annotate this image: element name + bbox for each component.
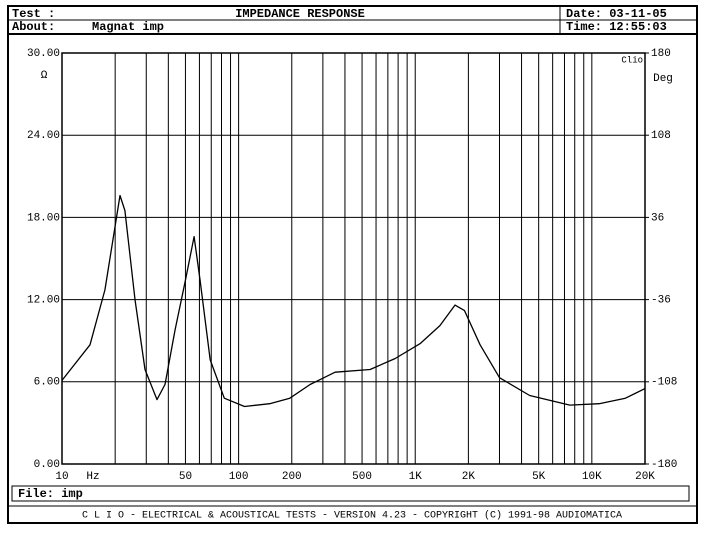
y-tick-label: 0.00: [34, 459, 60, 471]
plot-border: [61, 52, 646, 465]
x-tick-label: 100: [229, 471, 249, 483]
x-tick-label: 10K: [582, 471, 602, 483]
y2-tick-label: -180: [651, 459, 677, 471]
x-tick-label: 20K: [635, 471, 655, 483]
y2-unit: Deg: [653, 73, 673, 85]
y-tick-label: 30.00: [27, 48, 60, 60]
about-label: About:: [12, 20, 55, 34]
y-unit: Ω: [41, 70, 48, 82]
y2-tick-label: -36: [651, 295, 671, 307]
y2-tick-label: 108: [651, 130, 671, 142]
impedance-curve: [61, 194, 646, 408]
time: Time: 12:55:03: [566, 20, 667, 34]
x-tick-label: 500: [352, 471, 372, 483]
about-value: Magnat imp: [92, 20, 164, 34]
y2-tick-label: 180: [651, 48, 671, 60]
x-tick-label: 5K: [532, 471, 546, 483]
y-tick-label: 6.00: [34, 377, 60, 389]
x-tick-label: 10: [55, 471, 68, 483]
brand: Clio: [621, 55, 643, 65]
y-tick-label: 24.00: [27, 130, 60, 142]
file: File: imp: [18, 487, 83, 501]
y2-tick-label: -108: [651, 377, 677, 389]
y2-tick-label: 36: [651, 212, 664, 224]
date: Date: 03-11-05: [566, 7, 667, 21]
x-tick-label: 1K: [409, 471, 423, 483]
x-tick-label: 200: [282, 471, 302, 483]
title: IMPEDANCE RESPONSE: [235, 7, 365, 21]
frame: [7, 5, 698, 524]
banner: C L I O - ELECTRICAL & ACOUSTICAL TESTS …: [82, 510, 622, 522]
plot: 10 50 100 200 500 1K 2K 5K 10K 20K 0.00 6.00 12.00 18…: [27, 48, 677, 483]
x-tick-label: 50: [179, 471, 192, 483]
x-unit: Hz: [86, 471, 99, 483]
y-tick-label: 18.00: [27, 212, 60, 224]
test-label: Test :: [12, 7, 55, 21]
file-box: [11, 485, 690, 502]
y-tick-label: 12.00: [27, 295, 60, 307]
x-tick-label: 2K: [462, 471, 476, 483]
